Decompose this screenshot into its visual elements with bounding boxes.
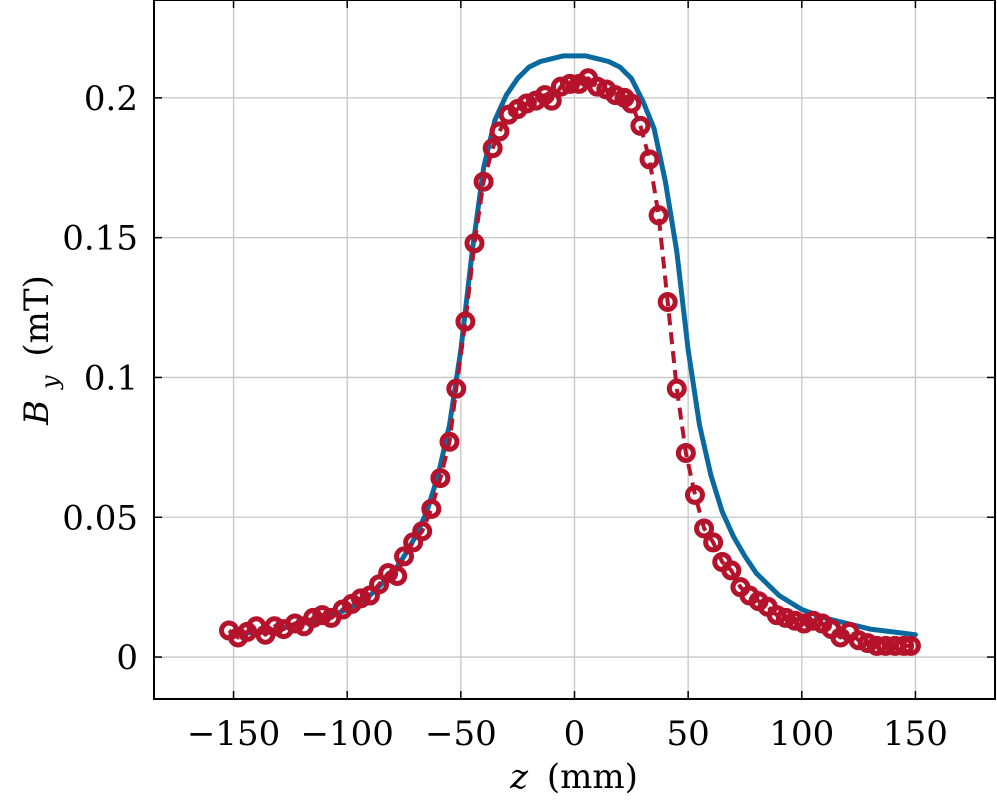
- y-tick-label: 0.2: [84, 79, 138, 119]
- measured-point: [489, 121, 510, 142]
- measured-point: [455, 311, 476, 332]
- measured-point: [412, 521, 433, 542]
- y-axis-variable: B: [17, 400, 57, 426]
- measured-point: [657, 291, 678, 312]
- x-tick-label: −50: [425, 714, 497, 754]
- x-axis-unit: (mm): [547, 757, 638, 797]
- measured-point: [446, 378, 467, 399]
- measured-point: [630, 115, 651, 136]
- y-tick-label: 0.15: [62, 219, 138, 259]
- measured-point: [900, 635, 921, 656]
- measured-point: [666, 378, 687, 399]
- measured-point: [394, 546, 415, 567]
- x-tick-label: −100: [301, 714, 394, 754]
- measured-point: [387, 565, 408, 586]
- y-tick-labels: 0 0.05 0.1 0.15 0.2: [62, 79, 138, 678]
- measured-point: [264, 616, 285, 637]
- measured-point: [875, 635, 896, 656]
- measured-point: [550, 76, 571, 97]
- x-tick-label: 150: [883, 714, 948, 754]
- measured-point: [684, 484, 705, 505]
- y-tick-label: 0: [116, 638, 138, 678]
- y-axis-subscript: y: [36, 375, 64, 390]
- measured-point: [541, 90, 562, 111]
- measured-point: [857, 633, 878, 654]
- measured-point: [473, 171, 494, 192]
- measured-point: [866, 635, 887, 656]
- y-axis-unit: (mT): [17, 275, 57, 356]
- x-tick-label: 50: [667, 714, 710, 754]
- measured-point: [784, 610, 805, 631]
- measured-point: [621, 93, 642, 114]
- measured-point: [648, 205, 669, 226]
- y-axis-label: B y (mT): [17, 275, 67, 426]
- measured-point: [421, 498, 442, 519]
- measured-point: [350, 588, 371, 609]
- x-tick-label: 0: [564, 714, 586, 754]
- y-tick-label: 0.1: [84, 358, 138, 398]
- measured-point: [694, 518, 715, 539]
- measured-point: [559, 73, 580, 94]
- measured-point: [605, 85, 626, 106]
- measured-point: [803, 610, 824, 631]
- y-tick-label: 0.05: [62, 498, 138, 538]
- measured-point: [775, 607, 796, 628]
- measured-point: [284, 613, 305, 634]
- measured-point: [848, 630, 869, 651]
- series-layer: [219, 53, 921, 656]
- measured-point: [675, 442, 696, 463]
- measured-point: [378, 563, 399, 584]
- x-axis-variable: z: [509, 757, 529, 797]
- grid: [154, 0, 995, 699]
- measured-line: [227, 76, 911, 648]
- x-tick-label: −150: [187, 714, 280, 754]
- measured-point: [639, 149, 660, 170]
- measured-point: [312, 605, 333, 626]
- measured-point: [464, 233, 485, 254]
- measured-point: [894, 635, 915, 656]
- x-tick-label: 100: [769, 714, 834, 754]
- measured-point: [794, 613, 815, 634]
- x-tick-labels: −150 −100 −50 0 50 100 150: [187, 714, 948, 754]
- measured-point: [439, 431, 460, 452]
- measured-point: [430, 468, 451, 489]
- measured-point: [303, 607, 324, 628]
- measured-point: [721, 560, 742, 581]
- ticks: [154, 0, 995, 699]
- measured-point: [703, 532, 724, 553]
- x-axis-label: z (mm): [509, 757, 638, 797]
- measured-point: [482, 138, 503, 159]
- measured-point: [766, 605, 787, 626]
- measured-point: [516, 93, 537, 114]
- measured-point: [587, 76, 608, 97]
